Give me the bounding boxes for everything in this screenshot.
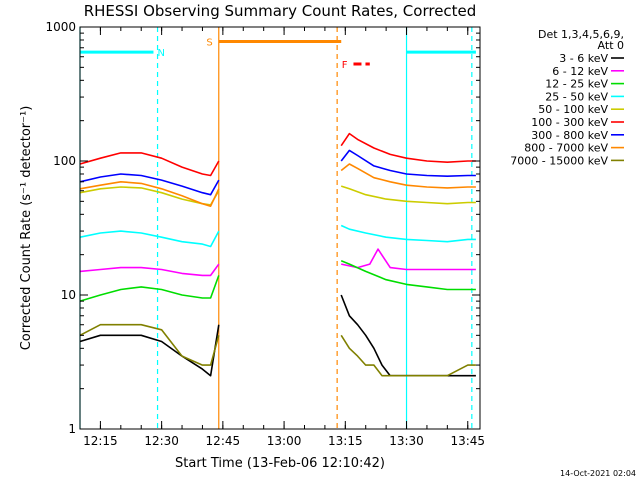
- series-line-5-seg0: [79, 152, 220, 177]
- series-line-1-seg0: [79, 263, 220, 277]
- series-line-3-seg1: [340, 224, 476, 243]
- legend-label-5: 100 - 300 keV: [531, 116, 608, 129]
- x-tick-label-1: 12:30: [144, 434, 179, 448]
- series-line-7-seg0: [79, 181, 220, 207]
- annotation-label-flare: F: [342, 60, 348, 71]
- legend-label-4: 50 - 100 keV: [538, 103, 608, 116]
- x-tick-label-0: 12:15: [83, 434, 118, 448]
- legend-label-0: 3 - 6 keV: [559, 52, 608, 65]
- legend-label-3: 25 - 50 keV: [545, 90, 608, 103]
- series-line-1-seg1: [341, 248, 476, 271]
- y-tick-label-3: 1000: [45, 20, 76, 34]
- legend-label-2: 12 - 25 keV: [545, 78, 608, 91]
- axes: 1 10 100 1000 12:15 12:30 12:45 13:00 13:15 13:30…: [45, 20, 485, 448]
- series-line-7-seg1: [340, 163, 476, 189]
- legend-label-6: 300 - 800 keV: [531, 129, 608, 142]
- series-line-2-seg0: [79, 275, 220, 302]
- annotation-label-night: N: [157, 48, 164, 59]
- chart-title: RHESSI Observing Summary Count Rates, Co…: [84, 2, 477, 20]
- annotation-label-saa: S: [206, 37, 212, 48]
- legend-header-1: Att 0: [598, 39, 624, 52]
- plot-area: N S F: [79, 27, 476, 429]
- y-tick-label-1: 10: [61, 288, 76, 302]
- x-tick-label-6: 13:45: [450, 434, 485, 448]
- x-tick-label-5: 13:30: [389, 434, 424, 448]
- series-line-0-seg0: [79, 324, 220, 377]
- series-line-3-seg0: [79, 230, 220, 248]
- series-line-4-seg0: [79, 186, 220, 206]
- series-line-2-seg1: [340, 260, 476, 291]
- series-line-6-seg0: [79, 173, 220, 196]
- footer-timestamp: 14-Oct-2021 02:04: [560, 469, 636, 478]
- series-line-0-seg1: [340, 294, 476, 377]
- legend-label-7: 800 - 7000 keV: [524, 142, 608, 155]
- chart-title-group: RHESSI Observing Summary Count Rates, Co…: [84, 2, 477, 20]
- legend-label-1: 6 - 12 keV: [552, 65, 608, 78]
- plot-frame: [79, 26, 481, 430]
- x-tick-label-4: 13:15: [328, 434, 363, 448]
- series-line-6-seg1: [340, 149, 476, 177]
- legend-label-8: 7000 - 15000 keV: [510, 154, 608, 167]
- series-line-5-seg1: [340, 132, 476, 163]
- series-line-8-seg1: [340, 334, 476, 377]
- x-tick-label-2: 12:45: [206, 434, 241, 448]
- x-axis-label: Start Time (13-Feb-06 12:10:42): [175, 456, 385, 471]
- x-tick-label-3: 13:00: [267, 434, 302, 448]
- series-marks: [79, 132, 476, 377]
- series-line-8-seg0: [79, 323, 220, 366]
- y-axis-label: Corrected Count Rate (s⁻¹ detector⁻¹): [19, 106, 34, 351]
- series-line-4-seg1: [340, 185, 476, 205]
- y-tick-label-0: 1: [68, 422, 76, 436]
- y-tick-label-2: 100: [53, 154, 76, 168]
- legend-header-0: Det 1,3,4,5,6,9,: [538, 28, 624, 41]
